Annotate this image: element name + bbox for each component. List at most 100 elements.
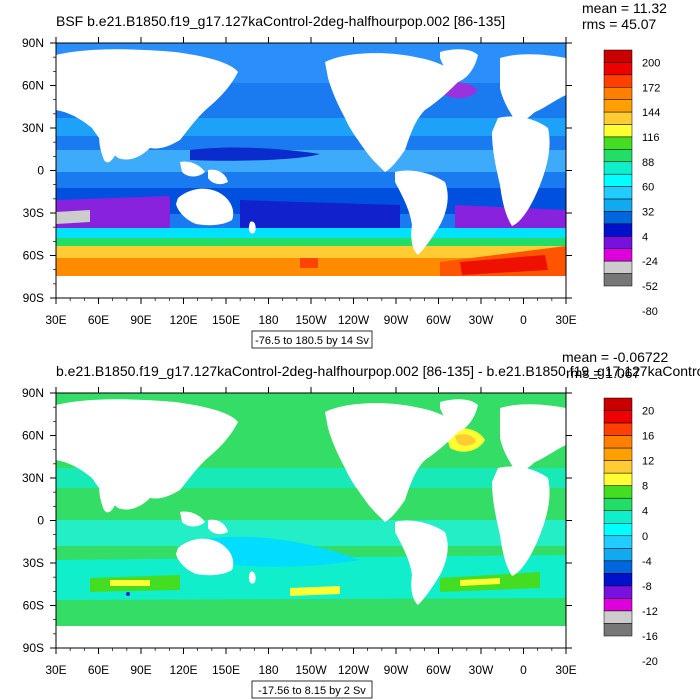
bottom-ytick-label: 90S — [23, 641, 44, 655]
top-colorbar: 200 172 144 116 88 60 32 4 -24 -52 -80 — [603, 49, 660, 318]
top-xtick-label: 60W — [426, 313, 451, 327]
bottom-mean-label: mean = -0.06722 — [562, 349, 668, 365]
top-colorbar-swatch — [603, 198, 633, 212]
bottom-colorbar-label: 4 — [642, 506, 648, 518]
top-colorbar-label: -24 — [642, 256, 658, 268]
bottom-xtick-label: 150W — [295, 663, 327, 677]
top-colorbar-label: 116 — [642, 132, 660, 144]
top-ytick-label: 60S — [23, 249, 44, 263]
top-colorbar-swatch — [603, 136, 633, 150]
top-xtick-label: 180 — [258, 313, 278, 327]
top-xtick-label: 150E — [212, 313, 240, 327]
bottom-colorbar-swatch — [603, 535, 633, 549]
top-range-label: -76.5 to 180.5 by 14 Sv — [255, 335, 369, 347]
bottom-axis-ticks: 30E 60E 90E 120E 150E 180 150W 120W 90W 60W 30W 0 30… — [22, 386, 577, 677]
bottom-colorbar-label: -8 — [642, 581, 652, 593]
bottom-colorbar-label: -4 — [642, 556, 652, 568]
top-colorbar-label: 172 — [642, 82, 660, 94]
bottom-xtick-label: 90E — [130, 663, 151, 677]
top-axis-ticks: 30E 60E 90E 120E 150E 180 150W 120W 90W 60W 30W 0 30… — [22, 36, 577, 327]
top-xtick-label: 60E — [88, 313, 109, 327]
bottom-ytick-label: 30S — [23, 556, 44, 570]
top-colorbar-swatch — [603, 211, 633, 225]
bottom-range-label: -17.56 to 8.15 by 2 Sv — [258, 685, 366, 697]
top-colorbar-swatch — [603, 223, 633, 237]
top-xtick-label: 30E — [555, 313, 576, 327]
top-xtick-label: 0 — [520, 313, 527, 327]
bottom-ytick-label: 30N — [22, 471, 44, 485]
bottom-colorbar-label: 8 — [642, 481, 648, 493]
bottom-colorbar-label: -20 — [642, 656, 658, 668]
bottom-ytick-label: 90N — [22, 386, 44, 400]
top-colorbar-swatch — [603, 124, 633, 138]
bottom-ytick-label: 60N — [22, 429, 44, 443]
bottom-colorbar-label: 16 — [642, 431, 654, 443]
bottom-xtick-label: 60E — [88, 663, 109, 677]
bottom-map-field — [56, 393, 566, 648]
top-ytick-label: 90S — [23, 291, 44, 305]
top-colorbar-swatch — [603, 236, 633, 249]
bottom-xtick-label: 180 — [258, 663, 278, 677]
bottom-xtick-label: 30E — [45, 663, 66, 677]
bottom-colorbar-swatch — [603, 497, 633, 511]
top-ytick-label: 0 — [37, 164, 44, 178]
top-xtick-label: 90W — [384, 313, 409, 327]
bottom-xtick-label: 150E — [212, 663, 240, 677]
top-colorbar-swatch — [603, 248, 633, 262]
top-xtick-label: 120E — [169, 313, 197, 327]
bottom-colorbar-label: -16 — [642, 631, 658, 643]
bottom-colorbar-swatch — [603, 410, 633, 424]
bottom-xtick-label: 120E — [169, 663, 197, 677]
bottom-colorbar-swatch — [603, 523, 633, 537]
top-range-box — [251, 330, 373, 349]
bottom-xtick-label: 90W — [384, 663, 409, 677]
bottom-xtick-label: 120W — [338, 663, 370, 677]
top-colorbar-label: 60 — [642, 182, 654, 194]
bottom-colorbar-swatch — [603, 485, 633, 499]
bottom-colorbar-swatch — [603, 460, 633, 474]
top-ytick-label: 30N — [22, 121, 44, 135]
bottom-xtick-label: 0 — [520, 663, 527, 677]
top-xtick-label: 120W — [338, 313, 370, 327]
top-colorbar-swatch — [603, 260, 633, 274]
bottom-colorbar-swatch — [603, 585, 633, 599]
top-colorbar-label: 4 — [642, 231, 648, 243]
top-xtick-label: 90E — [130, 313, 151, 327]
bottom-colorbar-swatch — [603, 472, 633, 486]
bottom-colorbar-swatch — [603, 560, 633, 574]
bottom-map-panel: b.e21.B1850.f19_g17.127kaControl-2deg-ha… — [22, 349, 700, 699]
bottom-colorbar-swatch — [603, 573, 633, 587]
top-xtick-label: 30W — [469, 313, 494, 327]
top-colorbar-swatch — [603, 74, 633, 88]
bottom-xtick-label: 60W — [426, 663, 451, 677]
bottom-colorbar-swatch — [603, 510, 633, 524]
top-colorbar-swatch — [603, 149, 633, 163]
bottom-colorbar-swatch — [603, 422, 633, 436]
top-colorbar-label: -80 — [642, 306, 658, 318]
bottom-colorbar-swatch — [603, 397, 633, 411]
top-panel-title: BSF b.e21.B1850.f19_g17.127kaControl-2de… — [56, 13, 505, 29]
top-colorbar-swatch — [603, 273, 633, 287]
top-colorbar-label: 32 — [642, 206, 654, 218]
top-colorbar-swatch — [603, 173, 633, 187]
bottom-colorbar-swatch — [603, 623, 633, 637]
top-rms-label: rms = 45.07 — [582, 16, 657, 32]
bottom-colorbar-swatch — [603, 447, 633, 461]
top-colorbar-swatch — [603, 87, 633, 100]
bottom-ytick-label: 60S — [23, 599, 44, 613]
bottom-colorbar-swatch — [603, 548, 633, 562]
top-colorbar-swatch — [603, 161, 633, 175]
top-colorbar-swatch — [603, 111, 633, 125]
top-colorbar-swatch — [603, 99, 633, 113]
bottom-ytick-label: 0 — [37, 514, 44, 528]
top-colorbar-label: 200 — [642, 57, 660, 69]
bottom-colorbar-swatch — [603, 610, 633, 624]
bottom-colorbar-label: 0 — [642, 531, 648, 543]
top-ytick-label: 90N — [22, 36, 44, 50]
bottom-range-box — [251, 680, 373, 699]
bottom-colorbar-label: -12 — [642, 606, 658, 618]
top-colorbar-swatch — [603, 62, 633, 76]
bottom-panel-title: b.e21.B1850.f19_g17.127kaControl-2deg-ha… — [56, 363, 700, 379]
bottom-colorbar: 20 16 12 8 4 0 -4 -8 -12 -16 -20 — [603, 397, 658, 668]
